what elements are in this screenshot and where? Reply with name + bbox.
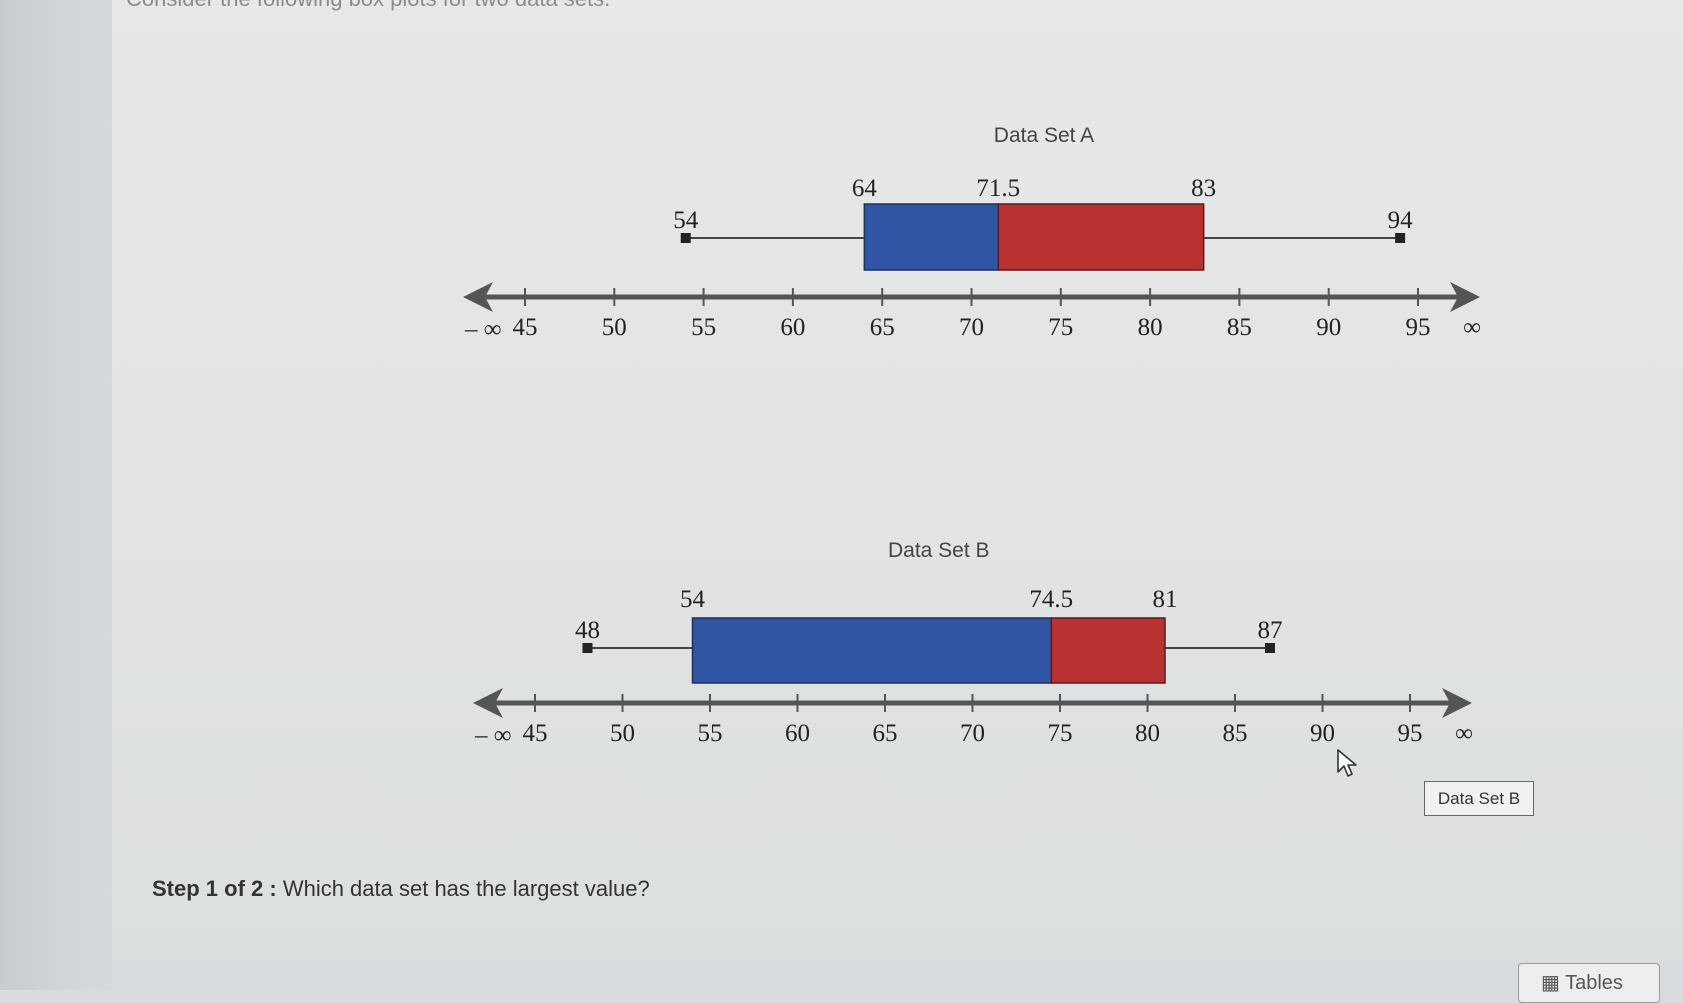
tick-label: 65 [873,720,898,747]
mouse-pointer-icon [1337,749,1357,777]
box-lower [691,617,1052,684]
tick-label: 90 [1310,720,1335,747]
tick-label: 85 [1223,720,1248,747]
max-label: 87 [1258,617,1283,644]
tick-label: 75 [1048,720,1073,747]
min-label: 48 [575,617,600,644]
tick-label: 65 [870,314,895,341]
tick-label: 55 [691,314,716,341]
tick-label: 95 [1406,314,1431,341]
median-label: 71.5 [976,175,1020,202]
tick-label: 70 [960,720,985,747]
tick-label: 85 [1227,314,1252,341]
min-marker [582,643,593,653]
tick-label: 55 [698,720,723,747]
tick-label: 45 [523,720,548,747]
pos-infinity-label: ∞ [1455,720,1473,747]
step-label: Step 1 of 2 : [152,876,277,901]
axis-arrow-right [1442,688,1472,718]
tables-button[interactable]: ▦ Tables [1518,963,1660,1003]
neg-infinity-label: – ∞ [464,316,502,343]
min-marker [680,233,691,243]
question-prompt: Which data set has the largest value? [282,876,650,901]
plot-title: Data Set B [888,539,990,562]
max-marker [1265,643,1275,653]
min-label: 54 [673,207,699,234]
table-icon: ▦ [1541,972,1560,994]
max-label: 94 [1388,207,1414,234]
tick-label: 80 [1138,314,1163,341]
left-sidebar-strip [0,0,112,990]
axis-ticks: 45 50 55 60 65 70 75 80 85 90 95 [523,694,1423,747]
tick-label: 45 [513,314,538,341]
max-marker [1395,233,1406,243]
tick-label: 60 [785,720,810,747]
question-panel [112,0,1683,960]
axis-ticks: 45 50 55 60 65 70 75 80 85 90 95 [513,288,1431,341]
answer-value: Data Set B [1437,788,1521,808]
tables-button-label: Tables [1565,972,1623,994]
median-label: 74.5 [1029,586,1073,613]
tick-label: 50 [602,314,627,341]
tick-label: 90 [1316,314,1341,341]
neg-infinity-label: – ∞ [474,722,512,749]
box-plot-a: Data Set A 54 64 71.5 83 94 45 50 55 60 65 70… [463,124,1481,343]
tick-label: 75 [1048,314,1073,341]
box-lower [863,203,1000,271]
tick-label: 50 [610,720,635,747]
pos-infinity-label: ∞ [1463,314,1481,341]
axis-arrow-right [1450,282,1480,312]
axis-arrow-left [473,688,503,718]
box-plot-b: Data Set B 48 54 74.5 81 87 45 50 55 60 65 70… [473,539,1473,749]
tick-label: 95 [1398,720,1423,747]
plot-title: Data Set A [994,124,1094,147]
box-upper [997,203,1205,271]
tick-label: 80 [1135,720,1160,747]
tick-label: 60 [780,314,805,341]
q3-label: 83 [1191,175,1216,202]
axis-arrow-left [463,282,493,312]
q1-label: 54 [680,586,706,613]
box-upper [1050,617,1166,684]
q3-label: 81 [1153,586,1178,613]
question-intro-text: Consider the following box plots for two… [126,0,610,12]
tick-label: 70 [959,314,984,341]
q1-label: 64 [852,175,878,202]
question-text: Step 1 of 2 : Which data set has the lar… [152,876,650,902]
answer-input-box[interactable]: Data Set B [1424,781,1534,816]
